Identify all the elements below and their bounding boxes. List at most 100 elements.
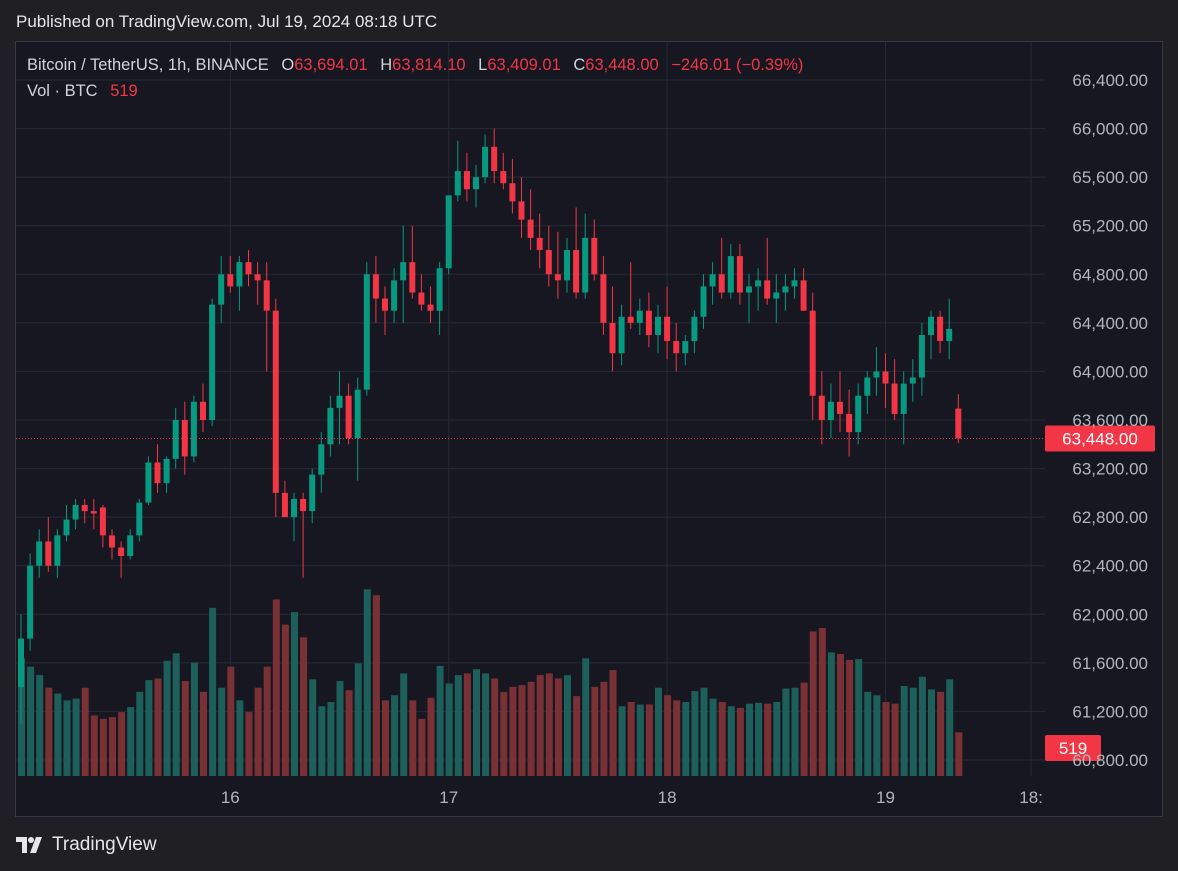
- candle-body[interactable]: [791, 280, 798, 287]
- candle-body[interactable]: [27, 565, 34, 639]
- candle-body[interactable]: [190, 401, 197, 457]
- candle-body[interactable]: [318, 444, 325, 475]
- candle-body[interactable]: [336, 395, 343, 408]
- candle-body[interactable]: [72, 505, 79, 520]
- candle-body[interactable]: [136, 502, 143, 536]
- candle-body[interactable]: [382, 298, 388, 311]
- candle-body[interactable]: [118, 547, 125, 557]
- candle-body[interactable]: [209, 304, 216, 420]
- candle-body[interactable]: [527, 219, 534, 238]
- candle-body[interactable]: [946, 328, 953, 342]
- candle-body[interactable]: [618, 316, 625, 354]
- candle-body[interactable]: [400, 262, 407, 281]
- candle-body[interactable]: [727, 256, 734, 293]
- candle-body[interactable]: [746, 286, 752, 293]
- candle-body[interactable]: [691, 316, 698, 342]
- candle-body[interactable]: [99, 507, 106, 536]
- candle-body[interactable]: [773, 292, 780, 299]
- candle-body[interactable]: [272, 310, 279, 493]
- candle-body[interactable]: [928, 316, 934, 335]
- candle-body[interactable]: [45, 541, 52, 566]
- volume-label[interactable]: Vol · BTC: [27, 82, 98, 100]
- candle-body[interactable]: [300, 498, 307, 512]
- candle-body[interactable]: [536, 237, 543, 250]
- candle-body[interactable]: [591, 237, 598, 275]
- candle-body[interactable]: [855, 395, 862, 433]
- candle-body[interactable]: [491, 146, 498, 172]
- candle-body[interactable]: [354, 389, 361, 439]
- candle-body[interactable]: [864, 377, 871, 396]
- candle-body[interactable]: [473, 177, 479, 190]
- candle-body[interactable]: [145, 462, 152, 503]
- candle-body[interactable]: [755, 280, 762, 287]
- candle-body[interactable]: [827, 401, 834, 420]
- candle-body[interactable]: [909, 377, 916, 384]
- candle-body[interactable]: [918, 335, 925, 378]
- candle-body[interactable]: [445, 195, 452, 269]
- candle-body[interactable]: [664, 316, 671, 342]
- candle-body[interactable]: [709, 274, 716, 287]
- candle-body[interactable]: [800, 280, 807, 311]
- candle-body[interactable]: [545, 250, 552, 275]
- candle-body[interactable]: [345, 395, 352, 439]
- candle-body[interactable]: [573, 250, 580, 293]
- candle-body[interactable]: [372, 274, 379, 299]
- candle-body[interactable]: [163, 458, 170, 484]
- candle-body[interactable]: [891, 383, 898, 414]
- candle-body[interactable]: [764, 280, 771, 299]
- candle-body[interactable]: [818, 395, 825, 420]
- candle-body[interactable]: [955, 408, 962, 439]
- candle-body[interactable]: [873, 371, 880, 378]
- candle-body[interactable]: [90, 511, 97, 514]
- candle-body[interactable]: [418, 292, 425, 305]
- candle-body[interactable]: [655, 316, 661, 335]
- candle-body[interactable]: [18, 638, 24, 688]
- candle-body[interactable]: [600, 274, 607, 323]
- candle-body[interactable]: [218, 274, 225, 305]
- candle-body[interactable]: [837, 401, 843, 414]
- candle-body[interactable]: [482, 146, 489, 178]
- candle-body[interactable]: [254, 274, 261, 281]
- candle-body[interactable]: [518, 201, 525, 220]
- candle-body[interactable]: [636, 310, 643, 323]
- candle-body[interactable]: [245, 262, 252, 275]
- candle-body[interactable]: [81, 505, 88, 512]
- candle-body[interactable]: [227, 274, 234, 287]
- candle-body[interactable]: [454, 171, 461, 196]
- candle-body[interactable]: [509, 183, 516, 202]
- candle-body[interactable]: [500, 171, 507, 184]
- candle-body[interactable]: [363, 274, 370, 390]
- candle-body[interactable]: [645, 310, 652, 335]
- tradingview-logo[interactable]: TradingView: [16, 834, 157, 856]
- candle-body[interactable]: [327, 407, 334, 445]
- candle-body[interactable]: [673, 341, 680, 354]
- candle-body[interactable]: [291, 498, 297, 518]
- candle-body[interactable]: [627, 316, 634, 323]
- candle-body[interactable]: [263, 280, 270, 311]
- candle-body[interactable]: [564, 250, 570, 281]
- candle-body[interactable]: [463, 171, 470, 190]
- candle-body[interactable]: [200, 401, 206, 420]
- candle-body[interactable]: [809, 310, 816, 396]
- candle-body[interactable]: [236, 262, 243, 287]
- candle-body[interactable]: [700, 286, 707, 317]
- candle-body[interactable]: [281, 492, 288, 518]
- candle-body[interactable]: [54, 535, 61, 566]
- candle-body[interactable]: [309, 474, 316, 512]
- candle-body[interactable]: [900, 383, 907, 414]
- candle-body[interactable]: [554, 274, 561, 281]
- candle-body[interactable]: [109, 535, 115, 548]
- candle-body[interactable]: [782, 286, 789, 293]
- candle-body[interactable]: [846, 413, 853, 433]
- candle-body[interactable]: [736, 256, 743, 293]
- candle-body[interactable]: [391, 280, 398, 311]
- candle-body[interactable]: [718, 274, 725, 293]
- candle-body[interactable]: [409, 262, 416, 293]
- candle-body[interactable]: [436, 268, 443, 311]
- candle-body[interactable]: [682, 341, 689, 354]
- candle-body[interactable]: [154, 462, 161, 484]
- candle-body[interactable]: [937, 316, 944, 342]
- candle-body[interactable]: [36, 541, 43, 566]
- candle-body[interactable]: [582, 237, 589, 293]
